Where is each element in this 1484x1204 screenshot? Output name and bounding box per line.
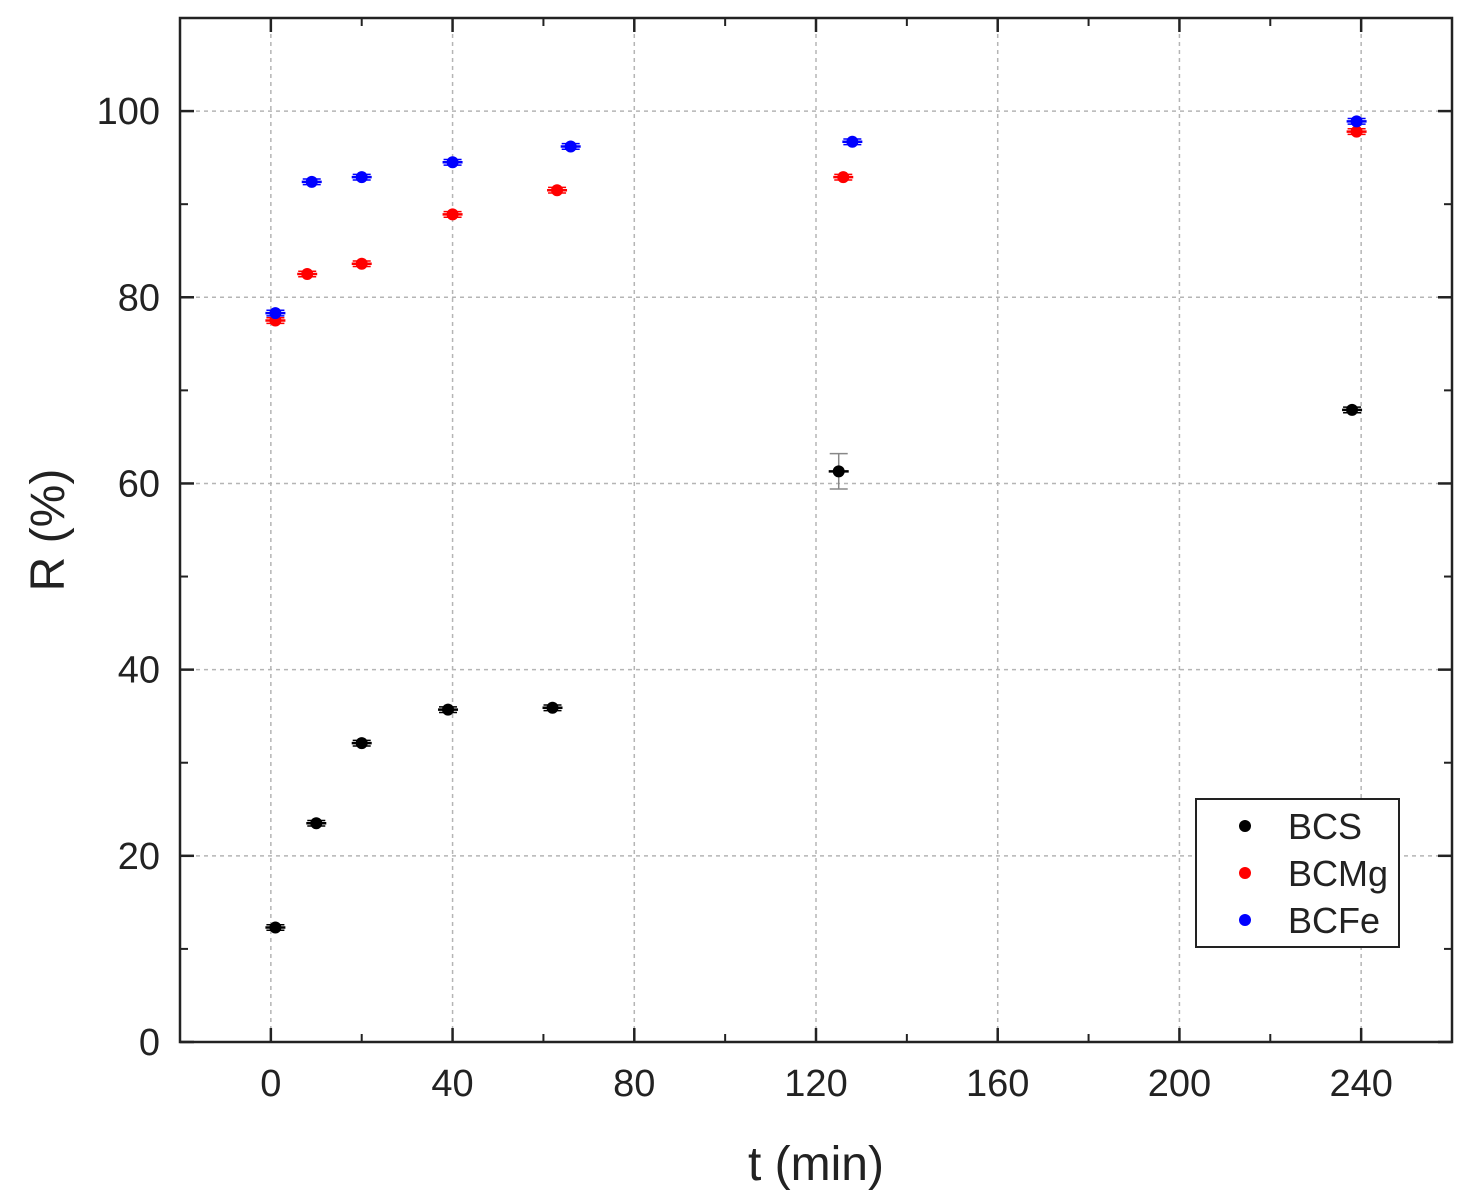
data-point (551, 184, 564, 197)
y-tick-label: 40 (118, 650, 160, 692)
y-tick-label: 0 (139, 1022, 160, 1064)
data-point (446, 208, 459, 221)
data-point (1350, 115, 1363, 128)
legend-label-bcs: BCS (1288, 806, 1362, 847)
x-tick-label: 240 (1329, 1063, 1392, 1105)
data-point (832, 465, 845, 478)
x-tick-label: 0 (260, 1063, 281, 1105)
series-bcs (265, 403, 1363, 934)
legend-label-bcmg: BCMg (1288, 853, 1388, 894)
data-point (1346, 403, 1359, 416)
y-axis-title: R (%) (22, 469, 75, 592)
x-axis-title: t (min) (748, 1138, 884, 1191)
x-tick-label: 80 (613, 1063, 655, 1105)
data-point (355, 257, 368, 270)
x-tick-label: 200 (1148, 1063, 1211, 1105)
y-tick-label: 80 (118, 277, 160, 319)
x-tick-label: 120 (784, 1063, 847, 1105)
data-point (1350, 125, 1363, 138)
legend-marker-bcfe (1239, 914, 1251, 926)
y-tick-labels: 0 20 40 60 80 100 (97, 91, 160, 1064)
data-point (846, 135, 859, 148)
y-tick-label: 100 (97, 91, 160, 133)
data-point (442, 703, 455, 716)
x-tick-label: 40 (431, 1063, 473, 1105)
legend-marker-bcs (1239, 820, 1251, 832)
y-tick-label: 20 (118, 836, 160, 878)
plot-frame (178, 16, 1454, 1044)
data-point (305, 175, 318, 188)
data-point (446, 156, 459, 169)
data-points (265, 115, 1367, 934)
data-point (355, 171, 368, 184)
data-point (269, 921, 282, 934)
grid (180, 18, 1452, 1042)
x-tick-label: 160 (966, 1063, 1029, 1105)
data-point (301, 268, 314, 280)
legend-marker-bcmg (1239, 867, 1251, 879)
data-point (310, 817, 323, 830)
data-point (269, 307, 282, 320)
data-point (546, 701, 559, 714)
y-tick-label: 60 (118, 463, 160, 505)
legend: BCS BCMg BCFe (1195, 798, 1400, 948)
series-bcmg (265, 125, 1367, 327)
data-point (837, 171, 850, 184)
data-point (564, 140, 577, 153)
x-tick-labels: 0 40 80 120 160 200 240 (260, 1063, 1393, 1105)
data-point (355, 737, 368, 750)
series-bcfe (265, 115, 1367, 320)
legend-label-bcfe: BCFe (1288, 900, 1380, 941)
legend-box (1195, 798, 1400, 948)
